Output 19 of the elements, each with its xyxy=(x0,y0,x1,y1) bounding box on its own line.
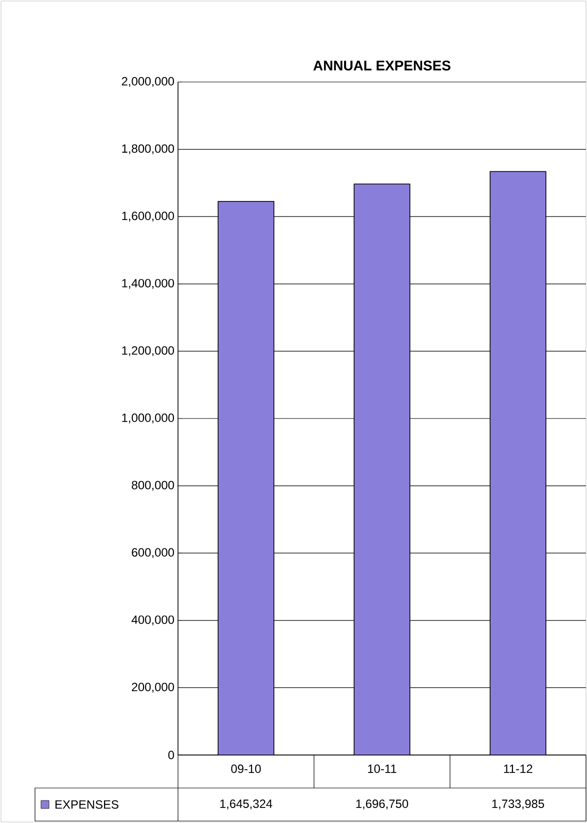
data-label: 1,733,985 xyxy=(492,800,544,810)
legend-label: EXPENSES xyxy=(56,800,118,809)
data-label: 1,645,324 xyxy=(220,800,272,810)
y-tick-label: 1,600,000 xyxy=(122,212,174,222)
x-tick-label: 09-10 xyxy=(231,764,261,773)
y-tick-label: 400,000 xyxy=(132,615,174,626)
data-label: 1,696,750 xyxy=(356,800,408,810)
y-tick-label: 2,000,000 xyxy=(122,77,174,87)
y-tick-label: 800,000 xyxy=(132,480,174,491)
x-tick-label: 11-12 xyxy=(504,764,532,773)
y-tick-label: 1,200,000 xyxy=(122,346,174,356)
y-tick-label: 200,000 xyxy=(132,682,174,693)
x-tick-label: 10-11 xyxy=(368,764,396,773)
chart-title: ANNUAL EXPENSES xyxy=(313,60,450,70)
y-tick-label: 1,000,000 xyxy=(122,414,174,424)
y-tick-label: 1,800,000 xyxy=(122,144,174,154)
y-tick-label: 600,000 xyxy=(132,548,174,558)
y-tick-label: 1,400,000 xyxy=(122,278,174,289)
y-tick-label: 0 xyxy=(168,750,174,760)
